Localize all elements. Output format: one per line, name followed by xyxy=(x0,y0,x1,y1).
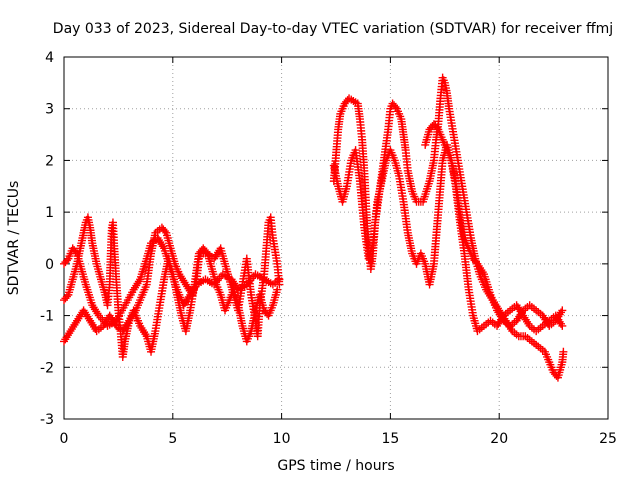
data-point xyxy=(62,292,71,301)
y-tick-label: -1 xyxy=(40,309,54,325)
plot-frame xyxy=(63,56,609,420)
x-tick-label: 15 xyxy=(381,431,399,447)
y-axis: -3 -2 -1 0 1 2 3 4 xyxy=(40,50,608,428)
data-point xyxy=(273,285,282,294)
y-tick-label: -2 xyxy=(40,360,54,376)
y-tick-label: 3 xyxy=(45,102,54,118)
x-tick-label: 20 xyxy=(490,431,508,447)
x-tick-label: 25 xyxy=(599,431,617,447)
data-point xyxy=(432,123,441,132)
y-tick-label: 4 xyxy=(45,50,54,66)
y-tick-label: 1 xyxy=(45,205,54,221)
y-tick-label: 0 xyxy=(45,257,54,273)
y-axis-label: SDTVAR / TECUs xyxy=(6,181,22,296)
y-tick-label: -3 xyxy=(40,412,54,428)
data-point xyxy=(558,321,567,330)
data-point xyxy=(62,256,71,265)
data-point xyxy=(202,247,211,256)
x-axis-label: GPS time / hours xyxy=(277,458,394,474)
x-axis: 0 5 10 15 20 25 xyxy=(60,57,617,447)
data-points xyxy=(60,73,568,382)
gridlines xyxy=(64,57,608,419)
chart-title: Day 033 of 2023, Sidereal Day-to-day VTE… xyxy=(53,21,613,37)
data-point xyxy=(71,247,80,256)
data-point xyxy=(275,275,284,284)
data-point xyxy=(391,102,400,111)
x-tick-label: 5 xyxy=(168,431,177,447)
data-point xyxy=(558,306,567,315)
y-tick-label: 2 xyxy=(45,153,54,169)
x-tick-label: 10 xyxy=(273,431,291,447)
x-tick-label: 0 xyxy=(60,431,69,447)
data-point xyxy=(160,227,169,236)
data-point xyxy=(559,347,568,356)
